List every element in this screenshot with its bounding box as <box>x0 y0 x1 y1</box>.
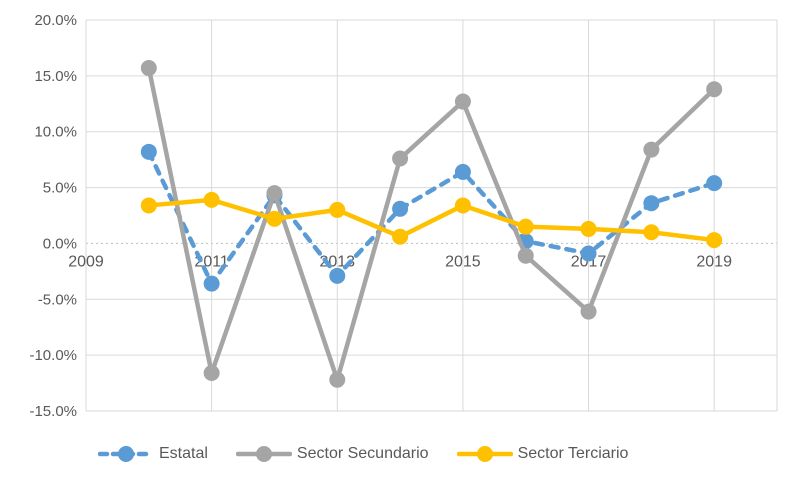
legend-item-sector-terciario: Sector Terciario <box>456 445 629 463</box>
chart-legend: Estatal Sector Secundario Sector Terciar… <box>98 430 628 478</box>
svg-text:-5.0%: -5.0% <box>38 291 77 308</box>
plot-canvas: 20.0% 15.0% 10.0% 5.0% 0.0% -5.0% -10.0% -15.0%… <box>29 12 778 420</box>
legend-item-sector-secundario: Sector Secundario <box>235 445 429 463</box>
svg-text:10.0%: 10.0% <box>34 124 77 141</box>
svg-text:-15.0%: -15.0% <box>29 403 77 420</box>
sector-secundario-series-swatch-icon <box>235 446 292 462</box>
estatal-series-swatch-icon <box>98 446 154 462</box>
legend-label-estatal: Estatal <box>159 445 208 462</box>
svg-text:-10.0%: -10.0% <box>29 347 77 364</box>
legend-label-sector-terciario: Sector Terciario <box>517 445 629 462</box>
svg-text:2015: 2015 <box>445 253 481 270</box>
svg-text:2019: 2019 <box>696 253 732 270</box>
sector-terciario-series-swatch-icon <box>456 446 513 462</box>
svg-text:15.0%: 15.0% <box>34 68 77 85</box>
svg-text:5.0%: 5.0% <box>43 180 77 197</box>
svg-text:0.0%: 0.0% <box>43 235 77 252</box>
svg-text:2017: 2017 <box>571 253 607 270</box>
svg-text:20.0%: 20.0% <box>34 12 77 29</box>
svg-text:2009: 2009 <box>68 253 104 270</box>
legend-label-sector-secundario: Sector Secundario <box>296 445 429 462</box>
legend-item-estatal: Estatal <box>98 445 208 463</box>
